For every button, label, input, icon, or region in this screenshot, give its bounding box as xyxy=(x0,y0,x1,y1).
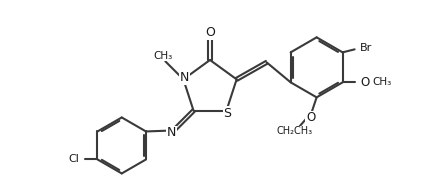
Text: Cl: Cl xyxy=(68,154,79,164)
Text: Br: Br xyxy=(360,43,372,53)
Text: CH₃: CH₃ xyxy=(372,77,391,87)
Text: N: N xyxy=(167,126,176,140)
Text: O: O xyxy=(360,76,369,89)
Text: O: O xyxy=(205,26,215,39)
Text: O: O xyxy=(306,111,315,124)
Text: S: S xyxy=(224,107,232,120)
Text: CH₃: CH₃ xyxy=(153,51,173,61)
Text: N: N xyxy=(180,71,189,84)
Text: CH₂CH₃: CH₂CH₃ xyxy=(276,126,312,136)
